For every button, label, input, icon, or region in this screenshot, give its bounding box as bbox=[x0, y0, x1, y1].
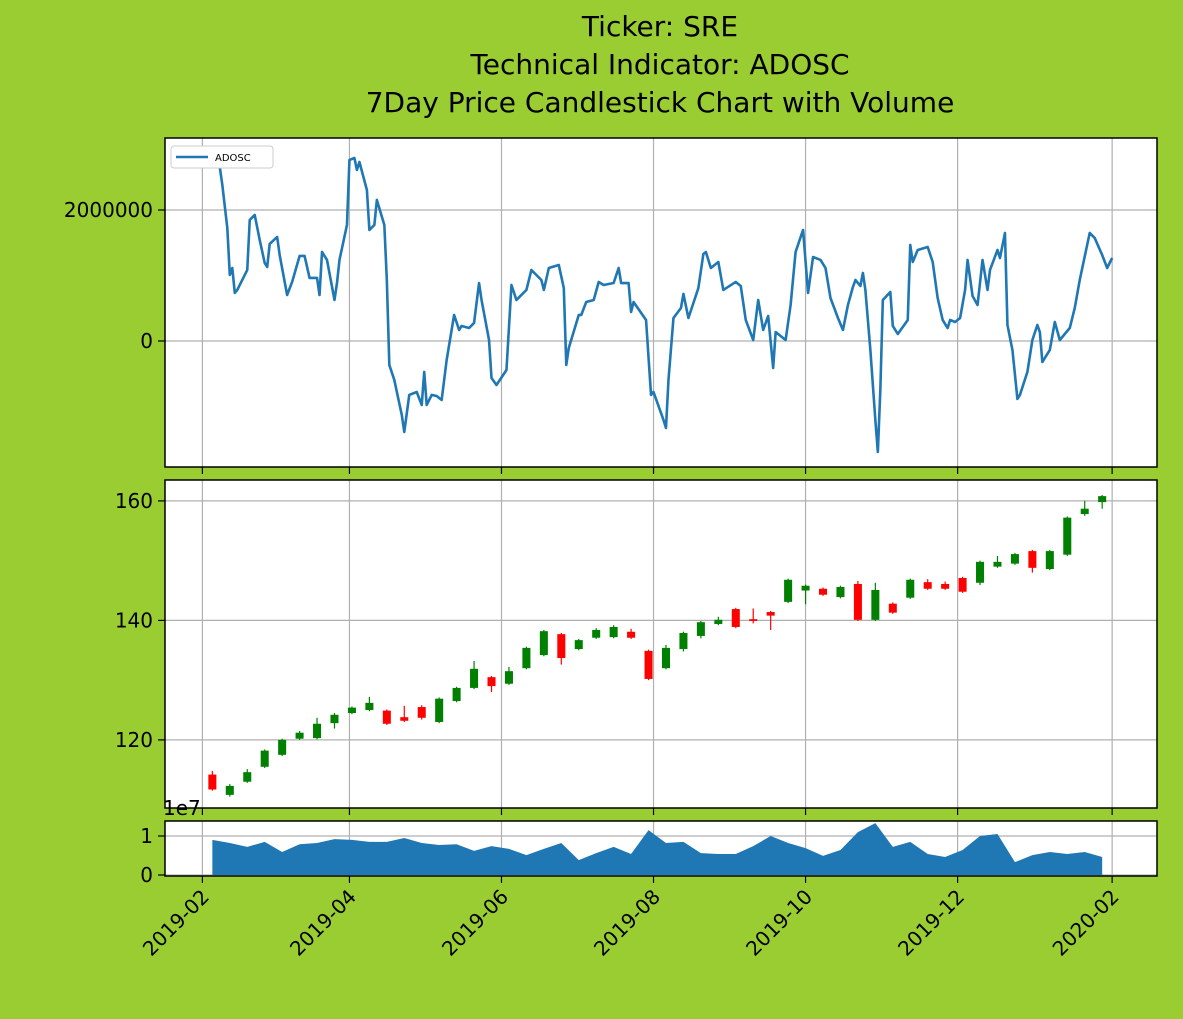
chart-title: 7Day Price Candlestick Chart with Volume bbox=[366, 86, 955, 119]
candle-body bbox=[906, 579, 915, 598]
axis-offset-label: 1e7 bbox=[163, 796, 201, 820]
candle-body bbox=[400, 717, 409, 721]
x-tick-label: 2019-10 bbox=[741, 885, 817, 961]
candle-body bbox=[661, 647, 670, 669]
candle-body bbox=[784, 579, 793, 602]
candle-body bbox=[365, 702, 374, 711]
candle-body bbox=[452, 687, 461, 702]
candle-body bbox=[1098, 496, 1107, 503]
candle-body bbox=[243, 772, 252, 782]
candle-body bbox=[644, 650, 653, 679]
candle-body bbox=[487, 677, 496, 687]
axes-frame bbox=[164, 820, 1158, 877]
candle-body bbox=[522, 647, 531, 669]
candle-body bbox=[818, 588, 828, 595]
candle-body bbox=[714, 619, 723, 624]
x-tick-label: 2019-08 bbox=[589, 885, 665, 961]
chart-title: Ticker: SRE bbox=[581, 10, 738, 43]
x-tick-label: 2019-06 bbox=[437, 885, 513, 961]
candle-body bbox=[766, 612, 775, 616]
line bbox=[216, 149, 1114, 454]
candle-body bbox=[749, 619, 758, 621]
candle-body bbox=[1045, 551, 1054, 570]
candle-body bbox=[609, 626, 618, 638]
candle-body bbox=[801, 585, 810, 591]
candle-body bbox=[871, 589, 880, 620]
candle-body bbox=[1063, 517, 1072, 555]
candle-body bbox=[592, 629, 601, 638]
candle-body bbox=[435, 698, 444, 722]
candle-body bbox=[225, 785, 234, 795]
legend-box bbox=[170, 145, 274, 169]
candle-body bbox=[470, 668, 479, 688]
plot-area bbox=[165, 480, 1157, 808]
candle-body bbox=[853, 583, 862, 620]
plot-area bbox=[165, 138, 1157, 467]
y-tick-label: 0 bbox=[140, 329, 153, 353]
x-tick-label: 2019-02 bbox=[138, 885, 214, 961]
axes-frame bbox=[164, 137, 1158, 468]
candle-body bbox=[696, 622, 705, 636]
candle-body bbox=[679, 632, 688, 650]
candle-body bbox=[504, 671, 513, 684]
y-tick-label: 120 bbox=[115, 728, 153, 752]
candle-body bbox=[1080, 508, 1089, 515]
candle-body bbox=[313, 723, 322, 739]
candle-body bbox=[347, 707, 356, 714]
candle-body bbox=[976, 561, 985, 583]
candle-body bbox=[836, 586, 845, 598]
area bbox=[212, 823, 1103, 875]
candle-body bbox=[330, 714, 339, 724]
candle-body bbox=[278, 739, 287, 755]
candle-body bbox=[888, 603, 897, 613]
candle-body bbox=[382, 710, 391, 724]
candle-body bbox=[260, 750, 269, 767]
candle-body bbox=[208, 774, 217, 790]
plot-content bbox=[212, 823, 1103, 875]
candle-body bbox=[539, 631, 548, 656]
candle-body bbox=[958, 577, 967, 592]
candle-body bbox=[1010, 554, 1019, 564]
x-tick-label: 2019-12 bbox=[893, 885, 969, 961]
chart-title: Technical Indicator: ADOSC bbox=[469, 48, 849, 81]
candle-body bbox=[574, 640, 583, 650]
plot-content bbox=[216, 149, 1114, 454]
y-tick-label: 0 bbox=[140, 863, 153, 887]
x-tick-label: 2019-04 bbox=[285, 885, 361, 961]
legend-label: ADOSC bbox=[215, 153, 251, 164]
axes-frame bbox=[164, 479, 1158, 809]
candle-body bbox=[993, 561, 1002, 567]
candle-body bbox=[557, 634, 566, 659]
y-tick-label: 2000000 bbox=[64, 198, 153, 222]
y-tick-label: 140 bbox=[115, 608, 153, 632]
candle-body bbox=[1028, 551, 1037, 568]
y-tick-label: 1 bbox=[140, 824, 153, 848]
y-tick-label: 160 bbox=[115, 489, 153, 513]
candle-body bbox=[295, 732, 304, 739]
plot-content bbox=[208, 494, 1107, 797]
candle-body bbox=[941, 583, 950, 589]
candle-body bbox=[417, 707, 426, 718]
candle-body bbox=[627, 631, 636, 638]
candle-body bbox=[923, 582, 932, 589]
x-tick-label: 2020-02 bbox=[1048, 885, 1124, 961]
candle-body bbox=[731, 609, 740, 627]
